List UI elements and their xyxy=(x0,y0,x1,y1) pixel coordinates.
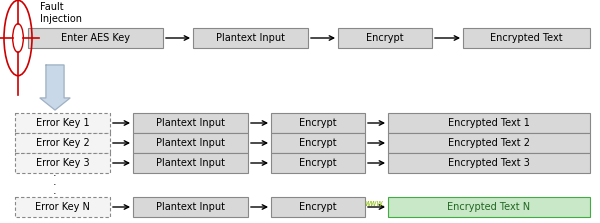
Text: ·
·
·: · · · xyxy=(53,171,57,199)
Text: Encrypt: Encrypt xyxy=(299,118,337,128)
Bar xyxy=(193,28,308,48)
Text: Error Key 3: Error Key 3 xyxy=(35,158,89,168)
Text: www.: www. xyxy=(364,198,385,207)
Bar xyxy=(463,28,590,48)
Text: Plantext Input: Plantext Input xyxy=(216,33,285,43)
Bar xyxy=(338,28,432,48)
Bar xyxy=(388,197,590,217)
Text: Fault
Injection: Fault Injection xyxy=(40,2,82,24)
Bar xyxy=(133,153,248,173)
Bar xyxy=(15,153,110,173)
Text: Plantext Input: Plantext Input xyxy=(156,118,225,128)
Bar xyxy=(15,113,110,133)
Text: Encrypted Text N: Encrypted Text N xyxy=(448,202,530,212)
Bar xyxy=(271,113,365,133)
Text: Encrypt: Encrypt xyxy=(299,138,337,148)
Bar xyxy=(271,153,365,173)
Bar xyxy=(271,197,365,217)
Bar xyxy=(388,153,590,173)
Text: Plantext Input: Plantext Input xyxy=(156,138,225,148)
Polygon shape xyxy=(40,65,70,110)
Bar xyxy=(28,28,163,48)
Bar xyxy=(15,133,110,153)
Text: Enter AES Key: Enter AES Key xyxy=(61,33,130,43)
Bar xyxy=(133,133,248,153)
Bar xyxy=(388,133,590,153)
Text: Plantext Input: Plantext Input xyxy=(156,158,225,168)
Text: Error Key N: Error Key N xyxy=(35,202,90,212)
Text: Error Key 1: Error Key 1 xyxy=(35,118,89,128)
Text: Encrypted Text 1: Encrypted Text 1 xyxy=(448,118,530,128)
Bar xyxy=(133,197,248,217)
Text: Error Key 2: Error Key 2 xyxy=(35,138,89,148)
Text: Encrypted Text 3: Encrypted Text 3 xyxy=(448,158,530,168)
Bar xyxy=(271,133,365,153)
Bar xyxy=(133,113,248,133)
Text: Encrypted Text 2: Encrypted Text 2 xyxy=(448,138,530,148)
Text: Plantext Input: Plantext Input xyxy=(156,202,225,212)
Text: Encrypt: Encrypt xyxy=(366,33,404,43)
Bar xyxy=(388,113,590,133)
Text: Encrypt: Encrypt xyxy=(299,202,337,212)
Text: Encrypted Text: Encrypted Text xyxy=(490,33,563,43)
Text: Encrypt: Encrypt xyxy=(299,158,337,168)
Bar xyxy=(15,197,110,217)
